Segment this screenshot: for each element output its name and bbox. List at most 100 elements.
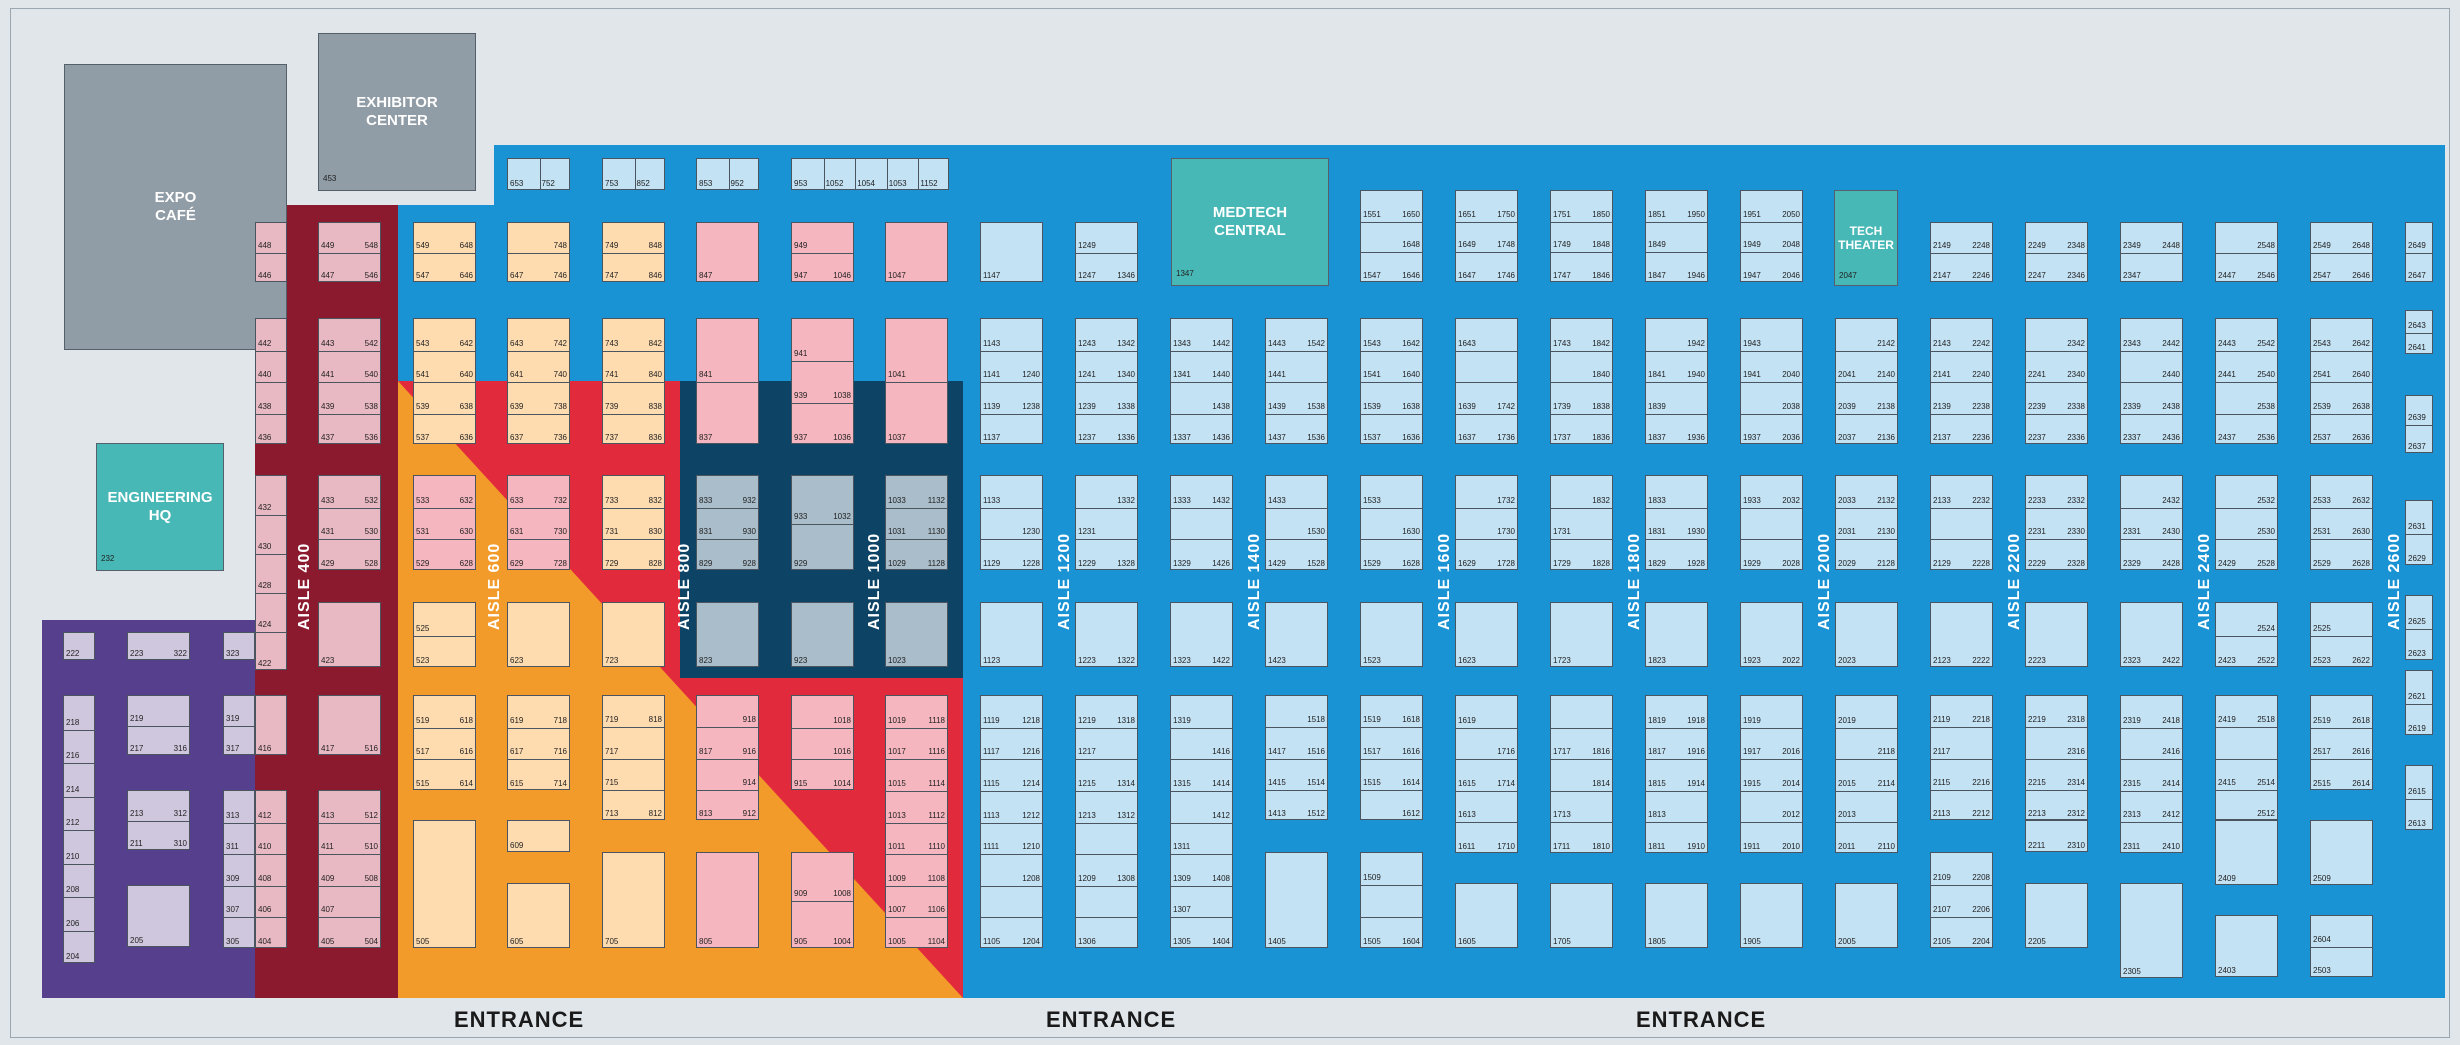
booth-blue-2200-2[interactable]: 2233 2332 2231 2330 2229 2328 xyxy=(2025,475,2088,570)
booth-blue-1500-4[interactable]: 1519 1618 1517 1616 1515 1614 1612 xyxy=(1360,695,1423,820)
booth-blue-1600-4[interactable]: 1619 1716 1615 1714 1613 1611 1710 xyxy=(1455,695,1518,853)
booth-purple-c-2[interactable]: 313 311 309 307 305 xyxy=(223,790,255,948)
booth-orange-c-0[interactable]: 749 848 747 846 xyxy=(602,222,665,282)
booth-blue-2300-0[interactable]: 2349 2448 2347 xyxy=(2120,222,2183,282)
booth-blue-2100-5[interactable]: 2109 2208 2107 2206 2105 2204 xyxy=(1930,852,1993,948)
booth-blue-1200-3[interactable]: 1223 1322 xyxy=(1075,602,1138,667)
booth-purple-c-0[interactable]: 323 xyxy=(223,632,255,660)
booth-blue-2600-2[interactable]: 2639 2637 xyxy=(2405,395,2433,453)
booth-blue-2600-6[interactable]: 2615 2613 xyxy=(2405,765,2433,830)
booth-blue-1800-4[interactable]: 1819 1918 1817 1916 1815 1914 1813 1811 1910 xyxy=(1645,695,1708,853)
booth-purple-b-2[interactable]: 213 312 211 310 xyxy=(127,790,190,850)
booth-blue-2400-5[interactable]: 2409 xyxy=(2215,820,2278,885)
booth-blue-2300-1[interactable]: 2343 2442 2440 2339 2438 2337 2436 xyxy=(2120,318,2183,444)
booth-blue-2300-2[interactable]: 2432 2331 2430 2329 2428 xyxy=(2120,475,2183,570)
booth-maroon-a-1[interactable]: 442 440 438 436 xyxy=(255,318,287,444)
booth-maroon-b-2[interactable]: 433 532 431 530 429 528 xyxy=(318,475,381,570)
booth-red-c-3[interactable]: 1023 xyxy=(885,602,948,667)
booth-orange-b-6[interactable]: 605 xyxy=(507,883,570,948)
booth-purple-b-3[interactable]: 205 xyxy=(127,885,190,947)
booth-blue-1600-0[interactable]: 1651 1750 1649 1748 1647 1746 xyxy=(1455,190,1518,282)
booth-blue-1700-1[interactable]: 1743 1842 1840 1739 1838 1737 1836 xyxy=(1550,318,1613,444)
booth-blue-2600-0[interactable]: 2649 2647 xyxy=(2405,222,2433,282)
booth-blue-1200-1[interactable]: 1243 1342 1241 1340 1239 1338 1237 1336 xyxy=(1075,318,1138,444)
booth-blue-1100-3[interactable]: 1123 xyxy=(980,602,1043,667)
booth-orange-b-2[interactable]: 633 732 631 730 629 728 xyxy=(507,475,570,570)
booth-blue-2400-3[interactable]: 2524 2423 2522 xyxy=(2215,602,2278,667)
booth-blue-1900-0[interactable]: 1951 2050 1949 2048 1947 2046 xyxy=(1740,190,1803,282)
booth-blue-1300-1[interactable]: 1333 1432 1329 1426 xyxy=(1170,475,1233,570)
booth-orange-b-0[interactable]: 748 647 746 xyxy=(507,222,570,282)
booth-blue-1500-3[interactable]: 1523 xyxy=(1360,602,1423,667)
booth-blue-1500-0[interactable]: 1551 1650 1648 1547 1646 xyxy=(1360,190,1423,282)
booth-top-0[interactable]: 653 752 xyxy=(507,158,570,190)
booth-blue-1600-3[interactable]: 1623 xyxy=(1455,602,1518,667)
booth-blue-1800-1[interactable]: 1942 1841 1940 1839 1837 1936 xyxy=(1645,318,1708,444)
medtech-central[interactable]: MEDTECH CENTRAL 1347 xyxy=(1171,158,1329,286)
booth-blue-2400-4[interactable]: 2419 2518 2415 2514 2512 xyxy=(2215,695,2278,820)
booth-maroon-a-0[interactable]: 448 446 xyxy=(255,222,287,282)
booth-blue-1300-0[interactable]: 1343 1442 1341 1440 1438 1337 1436 xyxy=(1170,318,1233,444)
booth-blue-1500-1[interactable]: 1543 1642 1541 1640 1539 1638 1537 1636 xyxy=(1360,318,1423,444)
booth-blue-1800-5[interactable]: 1805 xyxy=(1645,883,1708,948)
booth-orange-a-1[interactable]: 543 642 541 640 539 638 537 636 xyxy=(413,318,476,444)
booth-red-a-1[interactable]: 841 837 xyxy=(696,318,759,444)
booth-blue-1200-0[interactable]: 1249 1247 1346 xyxy=(1075,222,1138,282)
booth-orange-b-4[interactable]: 619 718 617 716 615 714 xyxy=(507,695,570,790)
booth-blue-1600-5[interactable]: 1605 xyxy=(1455,883,1518,948)
booth-red-c-1[interactable]: 1041 1037 xyxy=(885,318,948,444)
booth-orange-b-5[interactable]: 609 xyxy=(507,820,570,852)
booth-blue-2000-2[interactable]: 2023 xyxy=(1835,602,1898,667)
booth-top-1[interactable]: 753 852 xyxy=(602,158,665,190)
booth-blue-1400-4[interactable]: 1405 xyxy=(1265,852,1328,948)
booth-purple-a-0[interactable]: 222 xyxy=(63,632,95,660)
booth-blue-2200-0[interactable]: 2249 2348 2247 2346 xyxy=(2025,222,2088,282)
booth-blue-2200-6[interactable]: 2205 xyxy=(2025,883,2088,948)
booth-blue-1400-3[interactable]: 1518 1417 1516 1415 1514 1413 1512 xyxy=(1265,695,1328,820)
booth-blue-2200-3[interactable]: 2223 xyxy=(2025,602,2088,667)
booth-purple-b-0[interactable]: 223 322 xyxy=(127,632,190,660)
booth-blue-2100-0[interactable]: 2149 2248 2147 2246 xyxy=(1930,222,1993,282)
booth-red-b-1[interactable]: 941 939 1038 937 1036 xyxy=(791,318,854,444)
booth-blue-1800-2[interactable]: 1833 1831 1930 1829 1928 xyxy=(1645,475,1708,570)
booth-red-a-3[interactable]: 823 xyxy=(696,602,759,667)
booth-blue-2100-2[interactable]: 2133 2232 2129 2228 xyxy=(1930,475,1993,570)
booth-orange-a-4[interactable]: 519 618 517 616 515 614 xyxy=(413,695,476,790)
booth-orange-c-2[interactable]: 733 832 731 830 729 828 xyxy=(602,475,665,570)
booth-red-b-2[interactable]: 933 1032 929 xyxy=(791,475,854,570)
booth-blue-1100-4[interactable]: 1119 1218 1117 1216 1115 1214 1113 1212 1111 1210… xyxy=(980,695,1043,948)
booth-blue-1900-4[interactable]: 1919 1917 2016 1915 2014 2012 1911 2010 xyxy=(1740,695,1803,853)
booth-purple-c-1[interactable]: 319 317 xyxy=(223,695,255,755)
booth-orange-a-5[interactable]: 505 xyxy=(413,820,476,948)
booth-blue-2600-1[interactable]: 2643 2641 xyxy=(2405,310,2433,354)
booth-blue-1100-2[interactable]: 1133 1230 1129 1228 xyxy=(980,475,1043,570)
booth-blue-1400-0[interactable]: 1443 1542 1441 1439 1538 1437 1536 xyxy=(1265,318,1328,444)
booth-blue-1500-2[interactable]: 1533 1630 1529 1628 xyxy=(1360,475,1423,570)
expo-cafe[interactable]: EXPO CAFÉ xyxy=(64,64,287,350)
booth-red-a-2[interactable]: 833 932 831 930 829 928 xyxy=(696,475,759,570)
booth-maroon-b-3[interactable]: 423 xyxy=(318,602,381,667)
booth-maroon-a-4[interactable]: 412 410 408 406 404 xyxy=(255,790,287,948)
booth-red-c-0[interactable]: 1047 xyxy=(885,222,948,282)
booth-top-2[interactable]: 853 952 xyxy=(696,158,759,190)
booth-red-b-0[interactable]: 949 947 1046 xyxy=(791,222,854,282)
booth-blue-2000-3[interactable]: 2019 2118 2015 2114 2013 2011 2110 xyxy=(1835,695,1898,853)
booth-blue-2500-4[interactable]: 2519 2618 2517 2616 2515 2614 xyxy=(2310,695,2373,790)
booth-blue-2500-2[interactable]: 2533 2632 2531 2630 2529 2628 xyxy=(2310,475,2373,570)
tech-theater[interactable]: TECH THEATER 2047 xyxy=(1834,190,1898,286)
booth-blue-2300-3[interactable]: 2323 2422 xyxy=(2120,602,2183,667)
booth-blue-1200-4[interactable]: 1219 1318 1217 1215 1314 1213 1312 1209 1308 1306 xyxy=(1075,695,1138,948)
booth-blue-1100-1[interactable]: 1143 1141 1240 1139 1238 1137 xyxy=(980,318,1043,444)
booth-purple-a-1[interactable]: 218 216 214 212 210 208 206 204 xyxy=(63,695,95,963)
booth-red-c-2[interactable]: 1033 1132 1031 1130 1029 1128 xyxy=(885,475,948,570)
booth-blue-2400-2[interactable]: 2532 2530 2429 2528 xyxy=(2215,475,2278,570)
booth-orange-a-3[interactable]: 525 523 xyxy=(413,602,476,667)
booth-blue-1600-2[interactable]: 1732 1730 1629 1728 xyxy=(1455,475,1518,570)
booth-blue-1100-0[interactable]: 1147 xyxy=(980,222,1043,282)
booth-red-b-4[interactable]: 1018 1016 915 1014 xyxy=(791,695,854,790)
booth-blue-2500-5[interactable]: 2509 xyxy=(2310,820,2373,885)
booth-blue-2600-3[interactable]: 2631 2629 xyxy=(2405,500,2433,565)
exhibitor-center[interactable]: EXHIBITOR CENTER 453 xyxy=(318,33,476,191)
booth-maroon-b-1[interactable]: 443 542 441 540 439 538 437 536 xyxy=(318,318,381,444)
booth-orange-a-0[interactable]: 549 648 547 646 xyxy=(413,222,476,282)
